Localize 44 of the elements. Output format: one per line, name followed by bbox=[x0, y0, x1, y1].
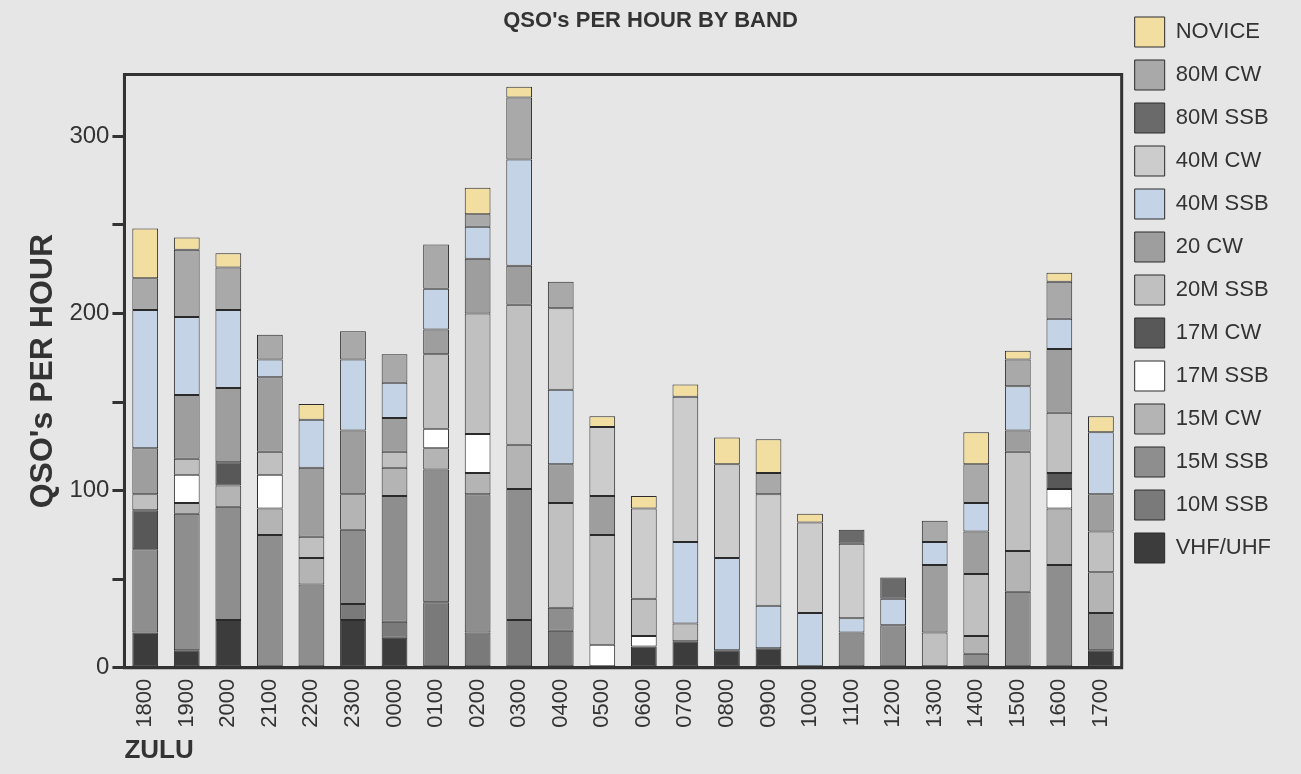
x-tick-label: 0200 bbox=[463, 678, 489, 728]
legend-label: 80M CW bbox=[1175, 61, 1262, 87]
x-tick-label: 1500 bbox=[1003, 678, 1029, 728]
x-tick-label: 1400 bbox=[962, 678, 988, 728]
legend-label: 80M SSB bbox=[1175, 104, 1269, 130]
legend-label: 40M SSB bbox=[1175, 190, 1269, 216]
legend-label: 17M CW bbox=[1175, 319, 1262, 345]
x-tick-label: 1100 bbox=[837, 678, 863, 727]
x-tick-label: 0100 bbox=[422, 678, 448, 728]
x-tick-label: 0600 bbox=[629, 678, 655, 728]
y-tick-label: 0 bbox=[96, 652, 110, 680]
chart-title: QSO's PER HOUR BY BAND bbox=[503, 7, 798, 33]
y-tick-label: 300 bbox=[69, 121, 110, 149]
x-tick-label: 2300 bbox=[339, 678, 365, 728]
legend-label: VHF/UHF bbox=[1175, 534, 1271, 560]
legend-label: 40M CW bbox=[1175, 147, 1262, 173]
x-tick-label: 1900 bbox=[172, 678, 198, 728]
x-tick-label: 1700 bbox=[1086, 678, 1112, 728]
legend-label: 15M SSB bbox=[1175, 448, 1269, 474]
legend-label: 20 CW bbox=[1175, 233, 1244, 259]
x-tick-label: 1000 bbox=[796, 678, 822, 728]
legend-label: 15M CW bbox=[1175, 405, 1262, 431]
y-tick-label: 200 bbox=[69, 298, 110, 326]
x-tick-label: 0000 bbox=[380, 678, 406, 728]
legend-label: 20M SSB bbox=[1175, 276, 1269, 302]
x-tick-label: 2100 bbox=[255, 678, 281, 728]
x-tick-label: 1300 bbox=[920, 678, 946, 728]
legend-label: 10M SSB bbox=[1175, 491, 1269, 517]
x-axis-title: ZULU bbox=[124, 733, 194, 764]
x-tick-label: 0700 bbox=[671, 678, 697, 728]
x-tick-label: 1800 bbox=[131, 678, 157, 728]
x-tick-label: 0800 bbox=[713, 678, 738, 728]
x-tick-label: 0400 bbox=[546, 678, 572, 728]
x-tick-label: 0300 bbox=[505, 678, 531, 728]
y-tick-label: 100 bbox=[69, 475, 110, 503]
x-tick-label: 1200 bbox=[879, 678, 905, 728]
x-tick-label: 2200 bbox=[297, 678, 323, 728]
x-tick-label: 0900 bbox=[754, 678, 780, 728]
y-axis-title: QSO's PER HOUR bbox=[23, 233, 60, 509]
x-tick-label: 2000 bbox=[214, 678, 240, 728]
legend-label: 17M SSB bbox=[1175, 362, 1269, 388]
legend-label: NOVICE bbox=[1175, 18, 1261, 44]
x-tick-label: 0500 bbox=[588, 678, 614, 728]
x-tick-label: 1600 bbox=[1045, 678, 1071, 728]
